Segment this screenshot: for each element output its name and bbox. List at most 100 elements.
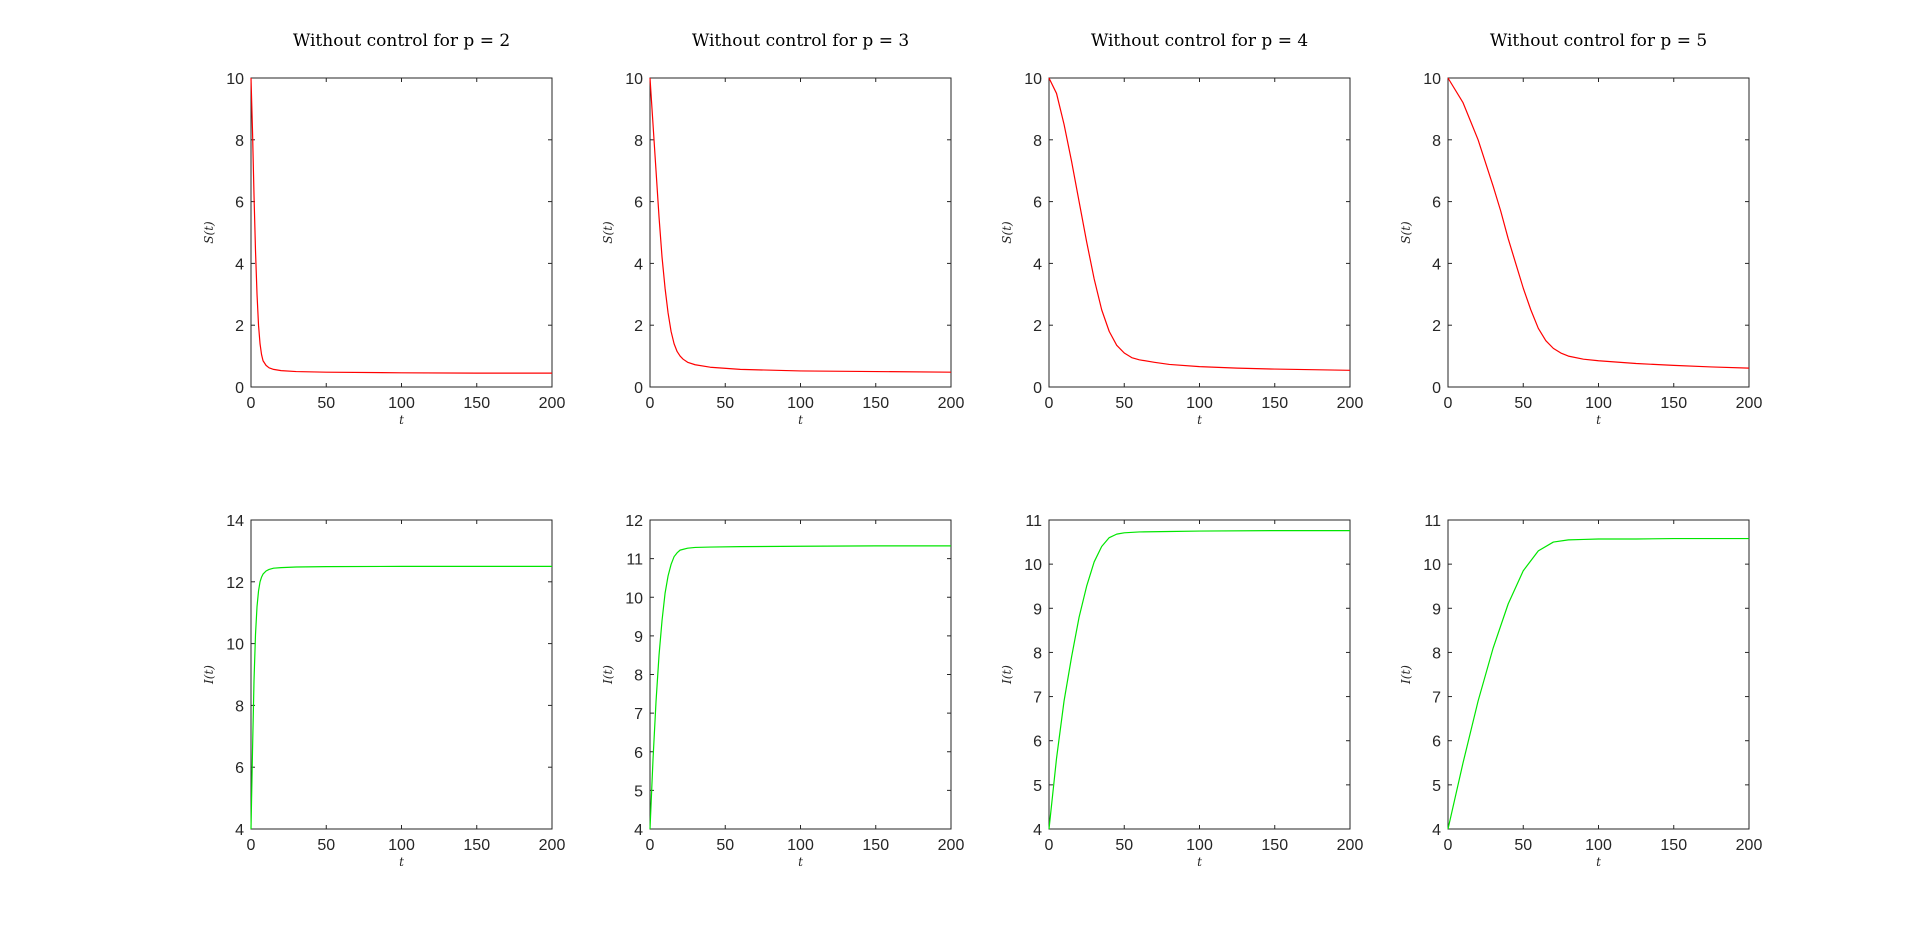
x-tick-label: 0	[1444, 837, 1453, 854]
series-line	[649, 545, 951, 830]
x-tick-label: 150	[862, 837, 889, 854]
y-tick-label: 9	[1033, 601, 1042, 618]
y-axis-label: S(t)	[202, 221, 216, 244]
y-tick-label: 10	[1423, 71, 1441, 88]
x-tick-label: 200	[539, 395, 566, 412]
y-tick-label: 2	[235, 318, 244, 335]
y-tick-label: 6	[1033, 195, 1042, 212]
y-tick-label: 14	[226, 513, 244, 530]
x-axis-label: t	[798, 855, 803, 869]
y-tick-label: 8	[1033, 133, 1042, 150]
y-tick-label: 11	[1025, 513, 1042, 530]
y-tick-label: 10	[1024, 71, 1042, 88]
axes-frame	[1447, 519, 1750, 830]
y-tick-label: 6	[1033, 734, 1042, 751]
y-tick-label: 10	[226, 637, 244, 654]
y-axis-label: S(t)	[1399, 221, 1413, 244]
y-tick-label: 12	[226, 575, 244, 592]
x-tick-label: 200	[1736, 395, 1763, 412]
x-tick-label: 150	[1660, 837, 1687, 854]
x-tick-label: 0	[247, 395, 256, 412]
y-tick-label: 7	[1432, 690, 1441, 707]
y-tick-label: 6	[634, 745, 643, 762]
y-tick-label: 4	[1033, 256, 1042, 273]
y-tick-label: 6	[1432, 734, 1441, 751]
x-tick-label: 50	[317, 837, 335, 854]
x-tick-label: 150	[862, 395, 889, 412]
axes-frame	[1048, 77, 1351, 388]
y-tick-label: 9	[1432, 601, 1441, 618]
x-tick-label: 50	[1514, 395, 1532, 412]
y-tick-label: 4	[634, 256, 643, 273]
y-tick-label: 11	[1424, 513, 1441, 530]
x-tick-label: 100	[787, 837, 814, 854]
y-tick-label: 6	[235, 760, 244, 777]
subplot-8: 0 50 100 150 200 4 5 6 7 8 9 10 11 t I(t)	[1399, 513, 1762, 869]
x-tick-label: 200	[539, 837, 566, 854]
x-tick-label: 100	[1585, 837, 1612, 854]
y-tick-label: 6	[1432, 195, 1441, 212]
y-tick-label: 8	[235, 698, 244, 715]
subplot-title: Without control for p = 2	[293, 31, 510, 51]
y-axis-label: S(t)	[1000, 221, 1014, 244]
x-tick-label: 0	[1444, 395, 1453, 412]
x-axis-label: t	[399, 413, 404, 427]
y-axis-label: I(t)	[202, 665, 216, 685]
x-tick-label: 50	[716, 837, 734, 854]
x-tick-label: 200	[938, 395, 965, 412]
y-tick-label: 8	[235, 133, 244, 150]
x-tick-label: 100	[388, 395, 415, 412]
series-line	[1048, 529, 1350, 830]
x-tick-label: 200	[1337, 395, 1364, 412]
x-tick-label: 50	[317, 395, 335, 412]
x-tick-label: 100	[1186, 837, 1213, 854]
x-tick-label: 0	[1045, 837, 1054, 854]
y-tick-label: 8	[634, 668, 643, 685]
x-tick-label: 50	[1514, 837, 1532, 854]
y-tick-label: 0	[1033, 380, 1042, 397]
y-tick-label: 8	[1432, 133, 1441, 150]
x-tick-label: 50	[1115, 837, 1133, 854]
y-tick-label: 9	[634, 629, 643, 646]
subplot-3: Without control for p = 4 0 50 100 150 200 0 2 4…	[1000, 31, 1363, 427]
subplot-1: Without control for p = 2 0 50 100 150 200 0 2 4…	[202, 31, 565, 427]
subplot-title: Without control for p = 4	[1091, 31, 1308, 51]
y-tick-label: 0	[235, 380, 244, 397]
x-tick-label: 150	[463, 395, 490, 412]
y-tick-label: 11	[626, 552, 643, 569]
y-tick-label: 0	[634, 380, 643, 397]
y-tick-label: 2	[634, 318, 643, 335]
x-tick-label: 150	[1261, 395, 1288, 412]
x-tick-label: 100	[787, 395, 814, 412]
y-tick-label: 5	[1432, 778, 1441, 795]
series-line	[649, 77, 952, 373]
y-tick-label: 6	[235, 195, 244, 212]
axes-frame	[649, 519, 952, 830]
y-axis-label: I(t)	[1399, 665, 1413, 685]
x-tick-label: 150	[1660, 395, 1687, 412]
subplot-7: 0 50 100 150 200 4 5 6 7 8 9 10 11 t I(t)	[1000, 513, 1363, 869]
y-tick-label: 7	[1033, 690, 1042, 707]
x-axis-label: t	[798, 413, 803, 427]
x-tick-label: 150	[463, 837, 490, 854]
x-tick-label: 100	[388, 837, 415, 854]
y-tick-label: 6	[634, 195, 643, 212]
y-tick-label: 4	[634, 822, 643, 839]
x-tick-label: 0	[247, 837, 256, 854]
subplot-5: 0 50 100 150 200 4 6 8 10 12 14 t I(t)	[202, 513, 565, 869]
x-axis-label: t	[1596, 413, 1601, 427]
x-tick-label: 200	[1736, 837, 1763, 854]
x-tick-label: 150	[1261, 837, 1288, 854]
x-tick-label: 0	[1045, 395, 1054, 412]
x-axis-label: t	[1197, 413, 1202, 427]
x-tick-label: 0	[646, 395, 655, 412]
y-axis-label: I(t)	[1000, 665, 1014, 685]
axes-frame	[1447, 77, 1750, 388]
series-line	[250, 565, 552, 830]
y-tick-label: 8	[634, 133, 643, 150]
y-tick-label: 10	[625, 590, 643, 607]
subplot-4: Without control for p = 5 0 50 100 150 200 0 2 4…	[1399, 31, 1762, 427]
y-axis-label: S(t)	[601, 221, 615, 244]
subplot-title: Without control for p = 3	[692, 31, 909, 51]
